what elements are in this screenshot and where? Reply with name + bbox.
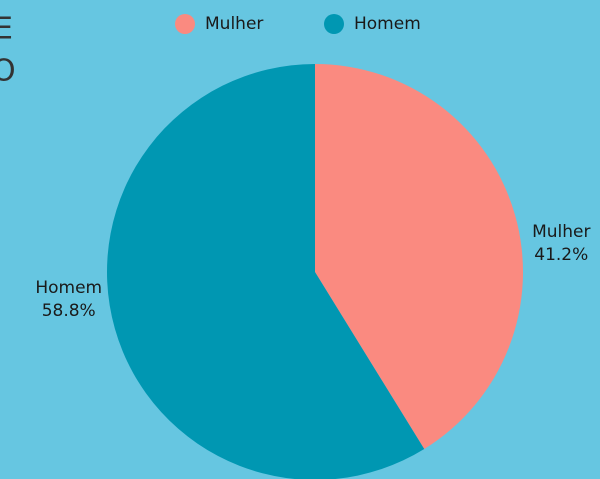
side-text: O <box>0 54 16 89</box>
slice-label: Homem <box>35 278 102 298</box>
legend-swatch <box>175 14 195 34</box>
legend-swatch <box>324 14 344 34</box>
pie-slice <box>315 64 524 450</box>
legend-label: Mulher <box>205 14 263 34</box>
slice-value: 41.2% <box>534 245 588 265</box>
legend-label: Homem <box>354 14 421 34</box>
side-text: E <box>0 12 13 47</box>
slice-value: 58.8% <box>42 301 96 321</box>
pie-slice <box>107 64 425 479</box>
slice-label: Mulher <box>532 222 590 242</box>
